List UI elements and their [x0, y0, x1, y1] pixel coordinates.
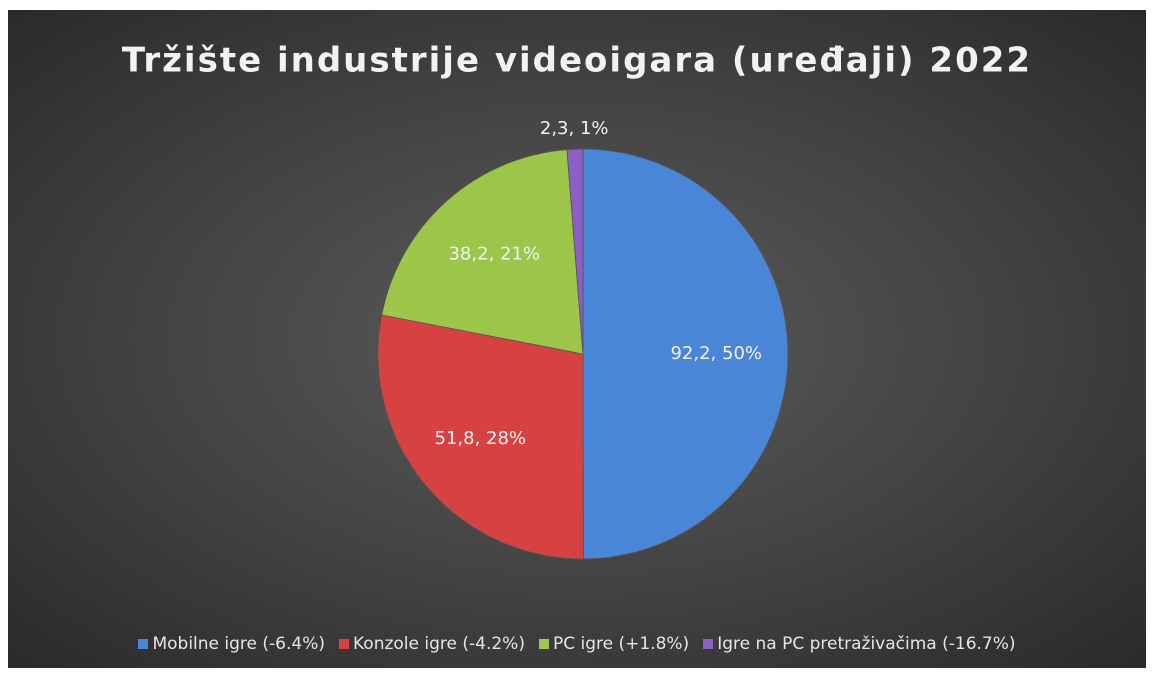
chart-title: Tržište industrije videoigara (uređaji) …: [122, 41, 1032, 81]
legend-label: Mobilne igre (-6.4%): [152, 634, 325, 654]
legend-swatch: [138, 639, 149, 649]
data-label: 2,3, 1%: [540, 118, 609, 139]
pie-slice: [566, 148, 584, 355]
pie-slice: [381, 149, 584, 355]
legend-item: PC igre (+1.8%): [538, 634, 690, 654]
legend-swatch: [339, 639, 349, 649]
legend-label: PC igre (+1.8%): [552, 634, 690, 654]
pie-slice: [377, 314, 584, 560]
data-label: 38,2, 21%: [448, 244, 540, 265]
chart-area: Tržište industrije videoigara (uređaji) …: [8, 10, 1146, 668]
legend-item: Igre na PC pretraživačima (-16.7%): [703, 634, 1016, 654]
data-label: 92,2, 50%: [670, 343, 762, 364]
chart: Tržište industrije videoigara (uređaji) …: [122, 41, 1032, 560]
pie-slice: [582, 148, 789, 560]
legend-label: Konzole igre (-4.2%): [353, 634, 525, 654]
legend-swatch: [538, 639, 549, 649]
legend-item: Mobilne igre (-6.4%): [138, 634, 325, 654]
legend: Mobilne igre (-6.4%) Konzole igre (-4.2%)…: [8, 634, 1146, 654]
legend-swatch: [703, 639, 714, 649]
legend-label: Igre na PC pretraživačima (-16.7%): [717, 634, 1016, 654]
data-label: 51,8, 28%: [435, 428, 527, 449]
legend-item: Konzole igre (-4.2%): [339, 634, 525, 654]
